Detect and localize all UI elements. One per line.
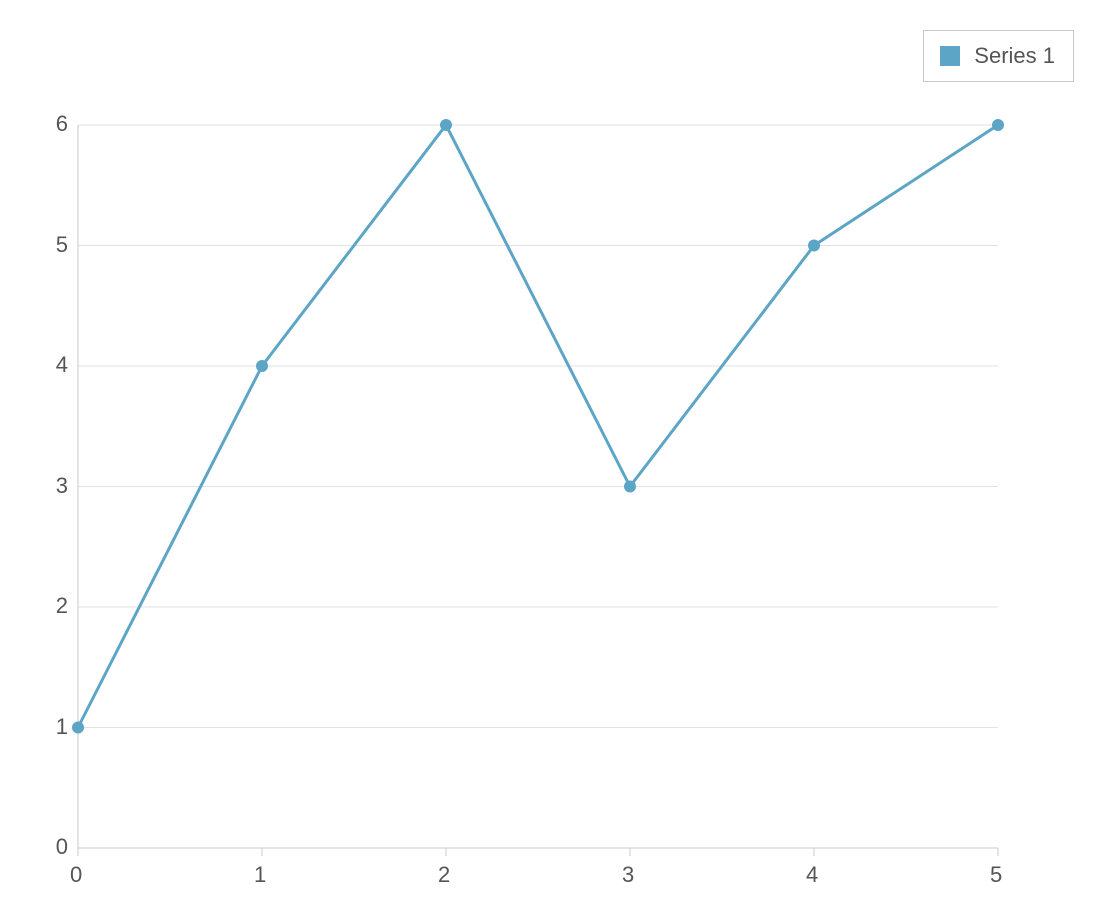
- x-tick-label: 1: [254, 862, 266, 888]
- y-tick-label: 0: [28, 834, 68, 860]
- y-tick-label: 1: [28, 714, 68, 740]
- y-tick-label: 3: [28, 473, 68, 499]
- x-tick-label: 3: [622, 862, 634, 888]
- x-tick-label: 2: [438, 862, 450, 888]
- y-tick-label: 2: [28, 593, 68, 619]
- legend: Series 1: [923, 30, 1074, 82]
- x-tick-label: 4: [806, 862, 818, 888]
- y-tick-label: 6: [28, 111, 68, 137]
- y-tick-label: 5: [28, 232, 68, 258]
- y-tick-label: 4: [28, 352, 68, 378]
- legend-label: Series 1: [974, 43, 1055, 69]
- line-chart: Series 1 0 1 2 3 4 5 6 0 1 2 3 4 5: [0, 0, 1102, 906]
- chart-canvas: [0, 0, 1102, 906]
- legend-swatch-icon: [940, 46, 960, 66]
- x-tick-label: 0: [70, 862, 82, 888]
- x-tick-label: 5: [990, 862, 1002, 888]
